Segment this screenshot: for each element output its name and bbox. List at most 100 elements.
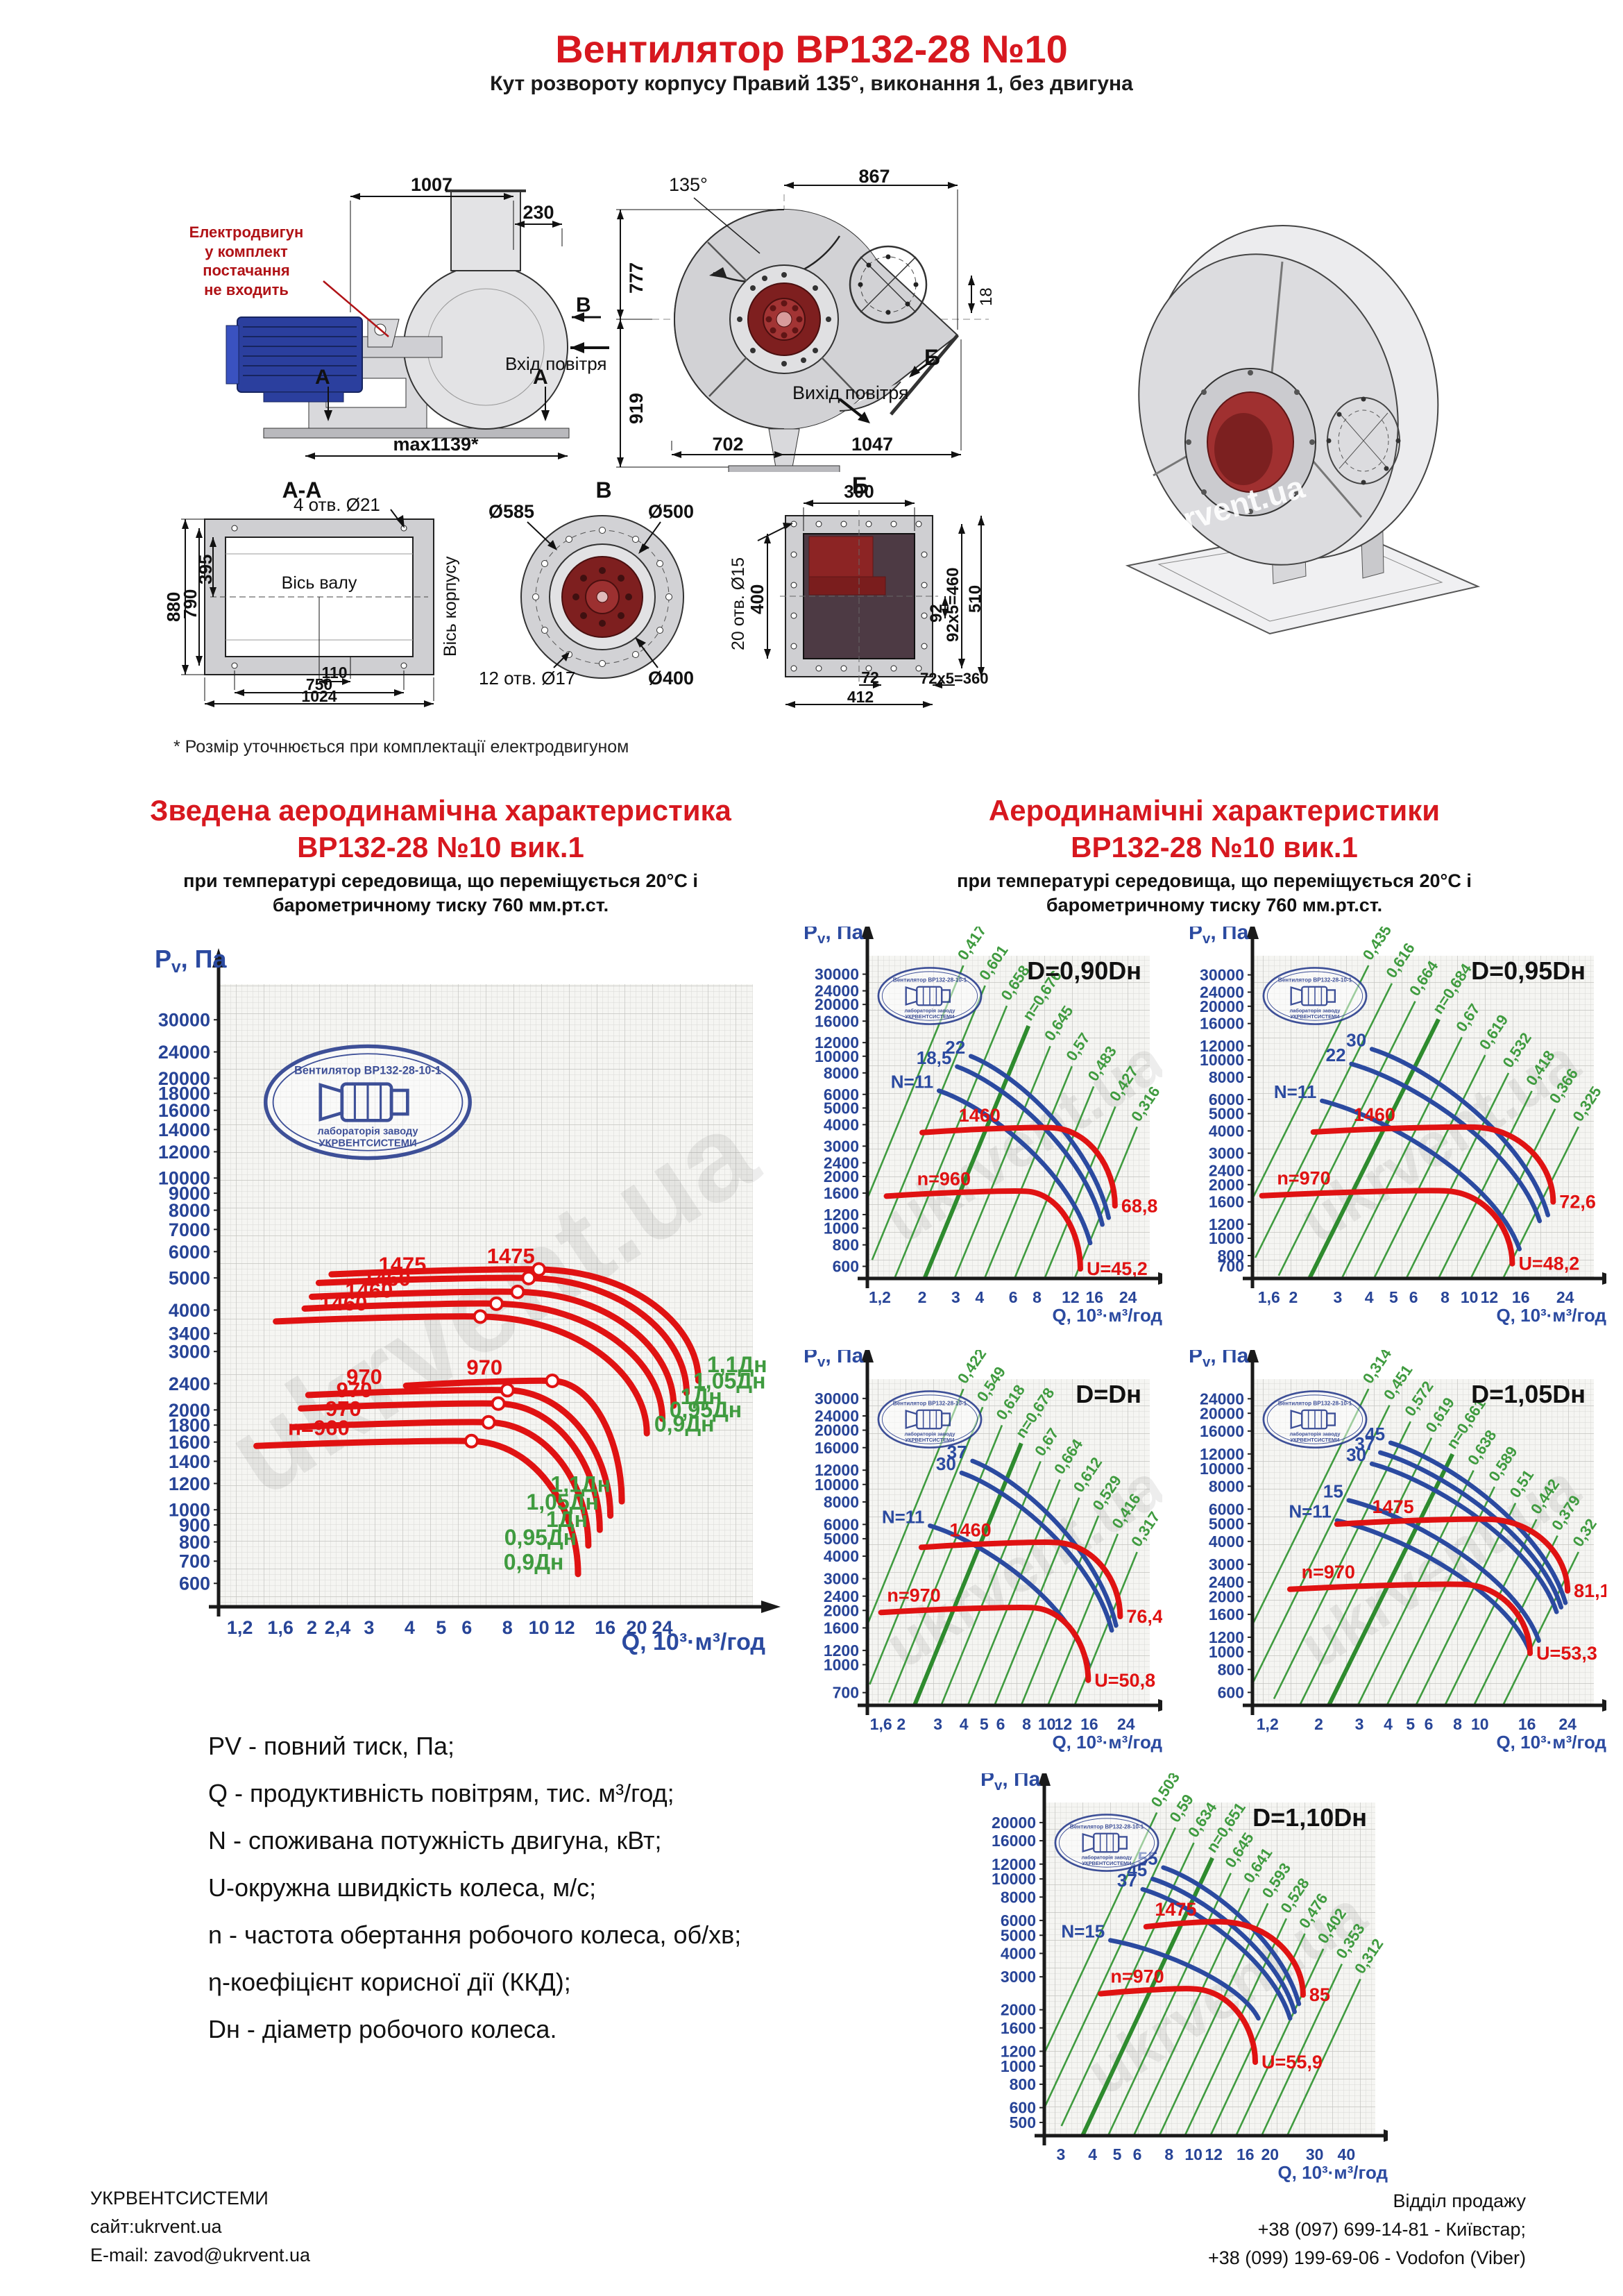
dim-230: 230 <box>522 202 554 223</box>
svg-text:1460: 1460 <box>345 1278 393 1302</box>
svg-text:12: 12 <box>554 1617 575 1638</box>
svg-text:2: 2 <box>307 1617 317 1638</box>
svg-text:20000: 20000 <box>158 1068 210 1089</box>
svg-text:6000: 6000 <box>1209 1090 1244 1108</box>
svg-text:700: 700 <box>179 1551 210 1572</box>
svg-text:Q, 10³·м³/год: Q, 10³·м³/год <box>1496 1732 1606 1753</box>
svg-text:4000: 4000 <box>824 1547 859 1565</box>
svg-text:6000: 6000 <box>1001 1911 1036 1930</box>
svg-text:24000: 24000 <box>1200 1390 1244 1408</box>
svg-text:12000: 12000 <box>1200 1445 1244 1463</box>
left-section-title: Зведена аеродинамічна характеристика ВР13… <box>150 794 731 863</box>
svg-text:7000: 7000 <box>169 1219 210 1240</box>
svg-text:4: 4 <box>1365 1288 1374 1306</box>
legend-block: PV - повний тиск, Па; Q - продуктивність… <box>208 1732 741 2044</box>
svg-text:5000: 5000 <box>824 1099 859 1117</box>
svg-text:800: 800 <box>1010 2075 1036 2093</box>
svg-text:4: 4 <box>1088 2145 1097 2163</box>
svg-text:12000: 12000 <box>158 1142 210 1163</box>
svg-text:УКРВЕНТСИСТЕМИ: УКРВЕНТСИСТЕМИ <box>318 1138 416 1149</box>
side-view-svg <box>226 189 609 459</box>
svg-text:12: 12 <box>1205 2145 1223 2163</box>
svg-text:3000: 3000 <box>1209 1145 1244 1163</box>
svg-text:Q, 10³·м³/год: Q, 10³·м³/год <box>1277 2162 1388 2183</box>
svg-text:24: 24 <box>1119 1288 1137 1306</box>
svg-text:16: 16 <box>1085 1288 1103 1306</box>
svg-text:16: 16 <box>595 1617 615 1638</box>
svg-text:Pv, Па: Pv, Па <box>804 1350 864 1370</box>
svg-text:14000: 14000 <box>158 1120 210 1140</box>
svg-text:24: 24 <box>652 1617 673 1638</box>
iso-view-svg <box>1125 225 1481 635</box>
svg-text:D=1,10Dн: D=1,10Dн <box>1252 1803 1367 1832</box>
svg-text:1400: 1400 <box>169 1451 210 1472</box>
svg-text:2000: 2000 <box>1209 1176 1244 1194</box>
svg-text:n=970: n=970 <box>1110 1966 1164 1986</box>
svg-text:8: 8 <box>1033 1288 1042 1306</box>
svg-text:24: 24 <box>1558 1715 1577 1733</box>
svg-text:30: 30 <box>936 1453 956 1474</box>
svg-text:Вентилятор ВР132-28-10-1: Вентилятор ВР132-28-10-1 <box>1278 977 1352 984</box>
svg-text:10: 10 <box>1461 1288 1479 1306</box>
svg-text:1200: 1200 <box>1001 2042 1036 2060</box>
svg-text:2: 2 <box>1314 1715 1323 1733</box>
svg-text:3: 3 <box>1057 2145 1066 2163</box>
svg-text:1460: 1460 <box>950 1519 992 1540</box>
svg-text:24: 24 <box>1117 1715 1135 1733</box>
svg-text:4: 4 <box>960 1715 969 1733</box>
svg-text:1600: 1600 <box>1209 1193 1244 1211</box>
footer-email: E-mail: zavod@ukrvent.ua <box>90 2245 311 2265</box>
section-b-title: Б <box>851 473 869 499</box>
svg-text:10000: 10000 <box>1200 1460 1244 1478</box>
svg-text:Q, 10³·м³/год: Q, 10³·м³/год <box>622 1629 765 1655</box>
view-b-label: В <box>576 294 591 316</box>
svg-text:U=53,3: U=53,3 <box>1536 1643 1597 1664</box>
svg-text:лабораторія заводу: лабораторія заводу <box>317 1126 418 1138</box>
chart-d110: 20000 16000 12000 10000 8000 6000 5000 4000 3000… <box>971 1766 1403 2190</box>
svg-text:2400: 2400 <box>824 1154 859 1172</box>
b-holes: 20 отв. Ø15 <box>729 557 748 650</box>
right-section-title: Аеродинамічні характеристики ВР132-28 №10… <box>988 794 1441 863</box>
svg-text:3000: 3000 <box>1001 1968 1036 1986</box>
footer-phone2: +38 (099) 199-69-06 - Vodofon (Viber) <box>1207 2247 1526 2268</box>
svg-text:УКРВЕНТСИСТЕМИ: УКРВЕНТСИСТЕМИ <box>1082 1860 1131 1866</box>
dim-750: 750 <box>305 675 333 693</box>
dim-110: 110 <box>321 664 348 682</box>
svg-text:3: 3 <box>933 1715 942 1733</box>
svg-text:45: 45 <box>1365 1424 1385 1444</box>
chart-d090: 30000 24000 20000 16000 12000 10000 8000 6000 50… <box>794 920 1178 1333</box>
svg-text:1600: 1600 <box>169 1432 210 1453</box>
svg-text:20: 20 <box>1261 2145 1279 2163</box>
svg-text:1460: 1460 <box>959 1105 1001 1126</box>
svg-text:970: 970 <box>325 1396 362 1421</box>
svg-text:УКРВЕНТСИСТЕМИ: УКРВЕНТСИСТЕМИ <box>1290 1437 1339 1443</box>
svg-text:10000: 10000 <box>815 1476 859 1494</box>
svg-text:8000: 8000 <box>169 1200 210 1221</box>
svg-text:16000: 16000 <box>815 1012 859 1030</box>
dim-777: 777 <box>626 262 647 294</box>
axis-body-label: Вісь корпусу <box>441 556 460 657</box>
svg-text:Вентилятор ВР132-28-10-1: Вентилятор ВР132-28-10-1 <box>1070 1824 1144 1830</box>
svg-text:85: 85 <box>1309 1984 1330 2005</box>
svg-text:12000: 12000 <box>992 1855 1036 1873</box>
svg-text:3000: 3000 <box>1209 1555 1244 1573</box>
svg-text:Вентилятор ВР132-28-10-1: Вентилятор ВР132-28-10-1 <box>1278 1401 1352 1407</box>
svg-text:6: 6 <box>1425 1715 1434 1733</box>
svg-text:12000: 12000 <box>815 1033 859 1052</box>
left-section-subtitle: при температурі середовища, що переміщує… <box>183 870 698 916</box>
svg-text:3: 3 <box>1355 1715 1364 1733</box>
svg-text:лабораторія заводу: лабораторія заводу <box>1289 1430 1341 1437</box>
dim-702: 702 <box>712 434 744 455</box>
svg-text:1,05Дн: 1,05Дн <box>526 1489 598 1514</box>
svg-text:1600: 1600 <box>824 1619 859 1637</box>
legend-item: Dн - діаметр робочого колеса. <box>208 2015 557 2043</box>
axis-shaft-label: Вісь валу <box>281 573 357 593</box>
dim-395: 395 <box>195 554 216 584</box>
svg-text:1460: 1460 <box>363 1266 411 1290</box>
footer-company: УКРВЕНТСИСТЕМИ <box>90 2188 269 2209</box>
svg-text:0,95Дн: 0,95Дн <box>670 1397 742 1422</box>
svg-text:700: 700 <box>1218 1257 1244 1275</box>
svg-text:2000: 2000 <box>824 1167 859 1185</box>
svg-text:1200: 1200 <box>1209 1215 1244 1233</box>
dim-max1139: max1139* <box>393 434 479 455</box>
